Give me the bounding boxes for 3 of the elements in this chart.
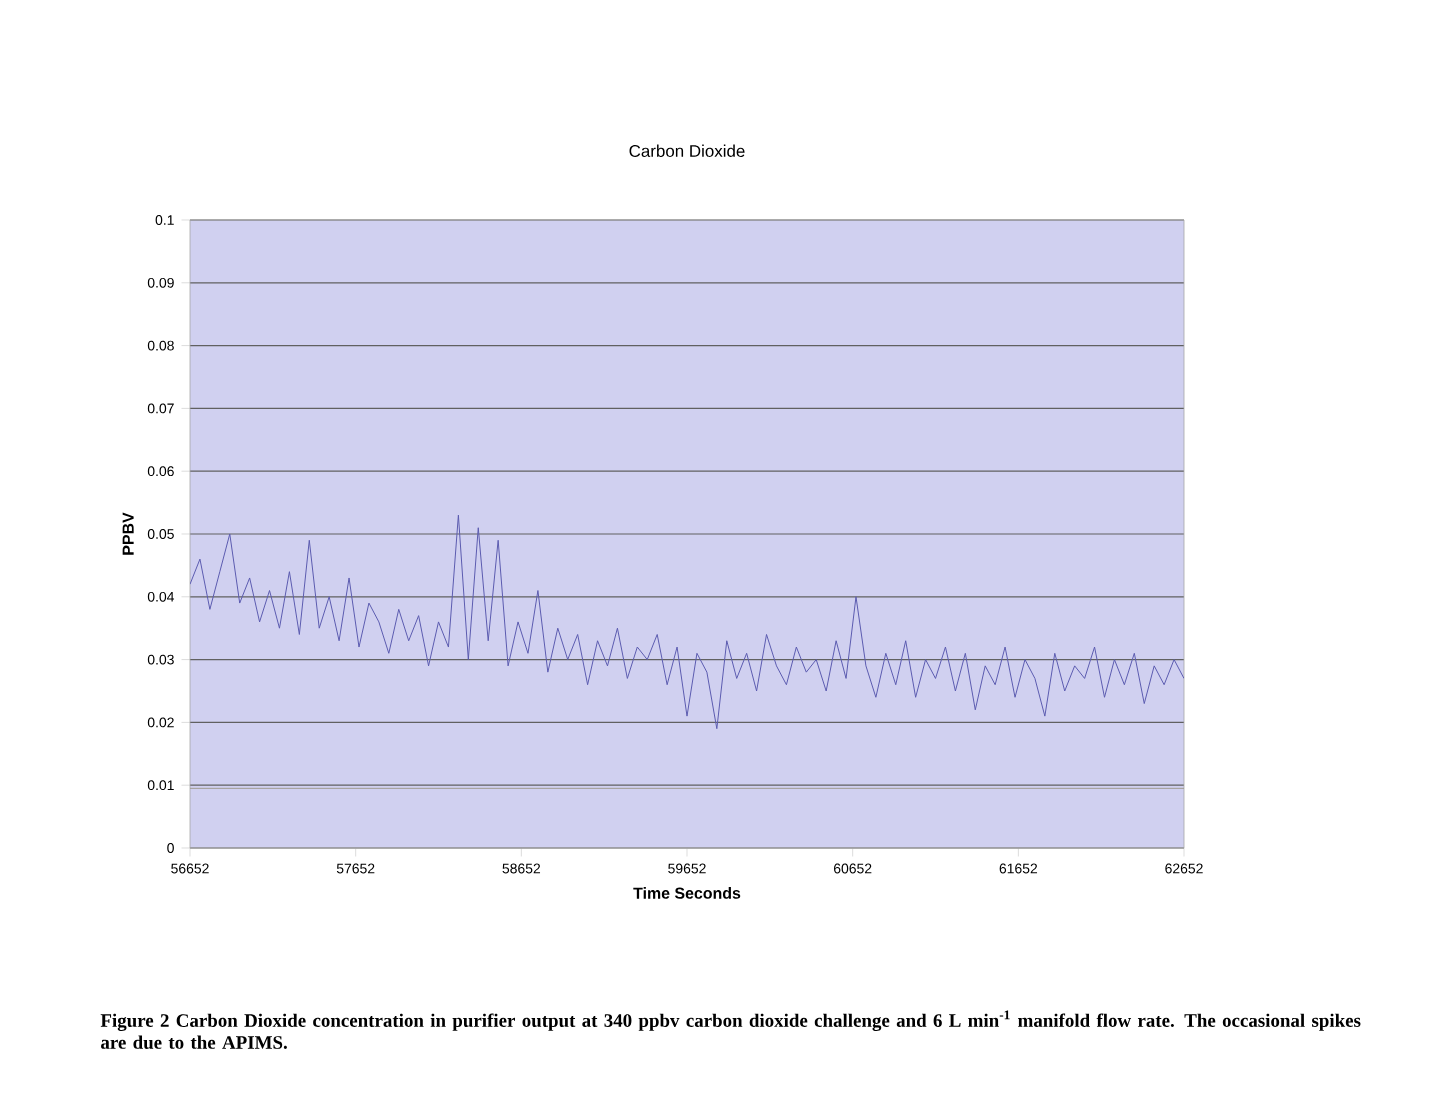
line-series (190, 514, 1185, 730)
chart-title: Carbon Dioxide (629, 144, 745, 157)
text: Figure 2 Carbon Dioxide concentration in purifier output at 340 ppbv carbon dioxide challenge and 6 L min$^{-1}$ manifold flow rate. The occasional spikes are due to the APIMS. (100, 1010, 1361, 1049)
